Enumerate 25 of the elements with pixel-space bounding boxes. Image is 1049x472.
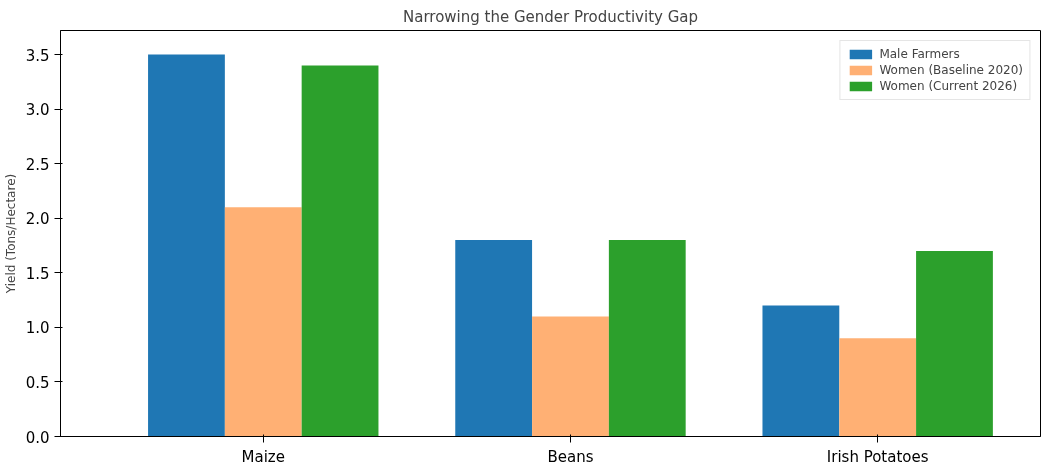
bar bbox=[301, 65, 379, 437]
x-tick-label: Irish Potatoes bbox=[826, 447, 929, 466]
y-tick-label: 0.5 bbox=[25, 373, 50, 392]
y-tick-label: 3.0 bbox=[25, 101, 50, 120]
y-tick-label: 1.5 bbox=[25, 264, 50, 283]
y-tick-label: 2.5 bbox=[25, 155, 50, 174]
legend-label: Male Farmers bbox=[879, 47, 960, 61]
legend-label: Women (Baseline 2020) bbox=[879, 63, 1023, 77]
bar bbox=[839, 338, 917, 437]
bar bbox=[762, 305, 840, 437]
y-axis-title: Yield (Tons/Hectare) bbox=[3, 173, 18, 295]
bar bbox=[455, 240, 533, 437]
bar bbox=[608, 240, 686, 437]
x-tick-label: Beans bbox=[547, 447, 594, 466]
y-tick-label: 0.0 bbox=[25, 428, 50, 447]
y-tick-label: 2.0 bbox=[25, 210, 50, 229]
legend-label: Women (Current 2026) bbox=[879, 79, 1018, 93]
x-tick-label: Maize bbox=[241, 447, 285, 466]
chart-title: Narrowing the Gender Productivity Gap bbox=[402, 7, 699, 26]
bar bbox=[224, 207, 302, 437]
bar bbox=[532, 316, 609, 437]
y-tick-label: 1.0 bbox=[25, 319, 50, 338]
bar bbox=[916, 250, 993, 437]
bar bbox=[148, 54, 225, 437]
y-tick-label: 3.5 bbox=[25, 46, 50, 65]
